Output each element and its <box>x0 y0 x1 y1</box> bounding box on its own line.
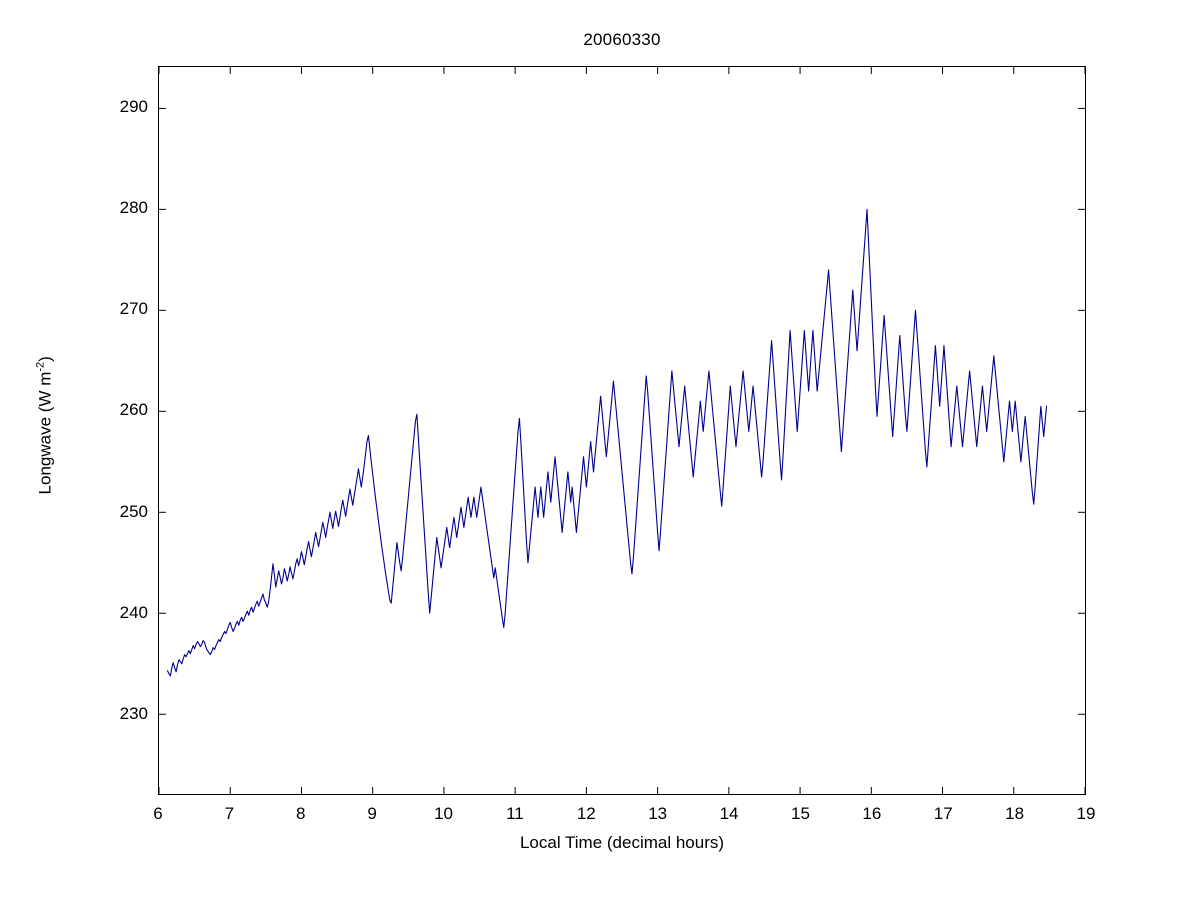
data-line-plot <box>159 67 1085 794</box>
x-tick-label: 13 <box>648 804 668 823</box>
x-tick-label: 15 <box>790 804 810 823</box>
y-tick-label: 290 <box>119 96 148 116</box>
longwave-series-line <box>167 208 1048 677</box>
x-axis-ticks <box>159 67 1085 794</box>
x-tick-label: 9 <box>367 804 377 823</box>
plot-axes-box <box>158 66 1086 795</box>
x-tick-label: 19 <box>1076 804 1096 823</box>
x-tick-label: 7 <box>224 804 235 823</box>
chart-title: 20060330 <box>583 30 661 49</box>
x-tick-label: 12 <box>576 804 596 823</box>
y-axis-label-exponent: -2 <box>34 361 47 372</box>
y-tick-label: 280 <box>119 197 148 217</box>
y-tick-label: 250 <box>119 501 148 521</box>
x-tick-label: 6 <box>153 804 163 823</box>
y-axis-label: Longwave (W m-2) <box>35 265 56 585</box>
x-tick-label: 8 <box>296 804 306 823</box>
x-tick-label: 16 <box>862 804 882 823</box>
y-axis-ticks <box>159 107 1085 715</box>
x-tick-label: 17 <box>933 804 953 823</box>
y-axis-label-close: ) <box>35 356 55 362</box>
y-tick-label: 240 <box>119 602 148 622</box>
y-tick-label: 260 <box>119 400 148 420</box>
y-tick-label: 230 <box>119 704 148 723</box>
y-tick-label: 270 <box>119 299 148 318</box>
x-tick-label: 14 <box>719 804 739 823</box>
x-tick-label: 11 <box>506 804 524 823</box>
y-axis-label-main: Longwave (W m <box>35 371 55 495</box>
x-tick-label: 18 <box>1005 804 1025 823</box>
x-axis-label: Local Time (decimal hours) <box>519 833 725 852</box>
x-tick-label: 10 <box>434 804 453 823</box>
